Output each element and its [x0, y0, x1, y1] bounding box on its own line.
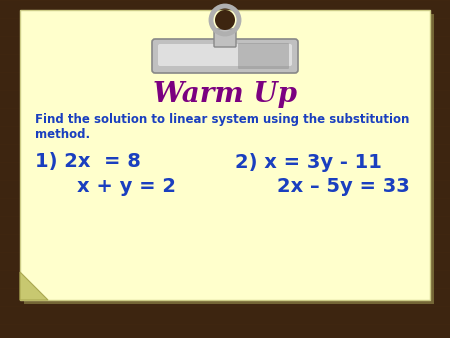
- Text: method.: method.: [35, 127, 90, 141]
- FancyBboxPatch shape: [238, 43, 289, 69]
- Polygon shape: [20, 272, 48, 300]
- FancyBboxPatch shape: [20, 10, 430, 300]
- Circle shape: [215, 10, 235, 30]
- FancyBboxPatch shape: [24, 14, 434, 304]
- Text: 2) x = 3y - 11: 2) x = 3y - 11: [235, 152, 382, 171]
- Text: 1) 2x  = 8: 1) 2x = 8: [35, 152, 141, 171]
- FancyBboxPatch shape: [214, 29, 236, 47]
- Text: 2x – 5y = 33: 2x – 5y = 33: [250, 176, 410, 195]
- FancyBboxPatch shape: [158, 44, 292, 66]
- Text: Warm Up: Warm Up: [153, 81, 297, 108]
- Text: x + y = 2: x + y = 2: [50, 176, 176, 195]
- Text: Find the solution to linear system using the substitution: Find the solution to linear system using…: [35, 114, 410, 126]
- FancyBboxPatch shape: [152, 39, 298, 73]
